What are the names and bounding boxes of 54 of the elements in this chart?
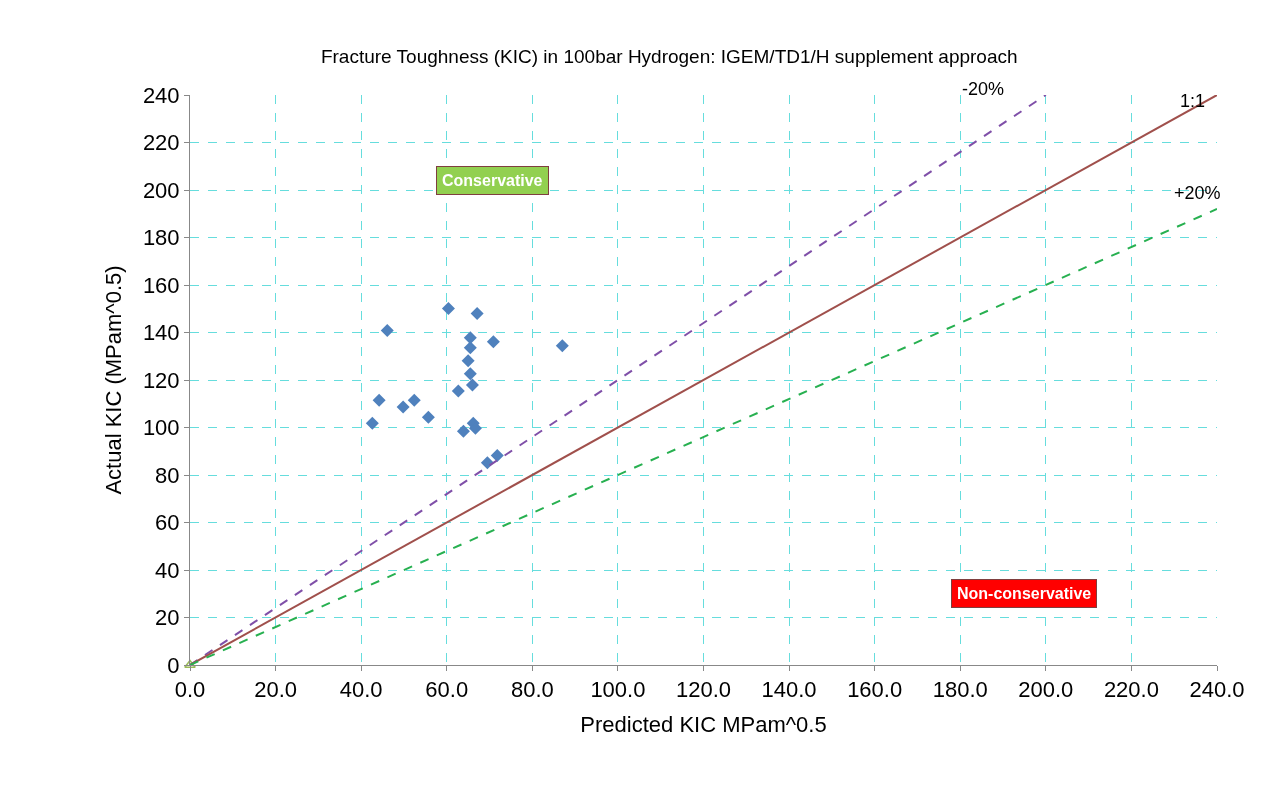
y-tick-label: 0 [167,652,180,678]
x-tick-label: 80.0 [510,677,554,703]
point [470,307,484,320]
series-label: +20% [1174,183,1221,203]
x-tick-label: 180.0 [932,677,988,703]
y-tick-label: 180 [142,225,180,251]
y-tick-label: 80 [155,462,180,488]
point [441,302,455,316]
point [407,393,421,407]
x-tick-label: 0.0 [174,677,206,703]
point [463,331,477,345]
point [465,378,479,392]
point [490,449,504,463]
point [365,416,379,430]
x-tick-label: 240.0 [1189,677,1245,703]
y-tick-label: 140 [142,320,180,346]
annotation: Non-conservative [957,585,1092,602]
x-tick-label: 220.0 [1103,677,1159,703]
y-tick-label: 220 [142,130,180,156]
point [396,400,410,414]
point [380,324,394,338]
x-axis-title: Predicted KIC MPam^0.5 [580,712,827,738]
y-tick-label: 120 [142,367,180,393]
point [421,410,435,424]
series-label: -20% [962,79,1005,99]
point [463,367,477,381]
x-tick-label: 40.0 [339,677,383,703]
y-tick-label: 240 [142,82,180,108]
y-tick-label: 40 [155,557,180,583]
y-tick-label: 200 [142,177,180,203]
chart-title: Fracture Toughness (KIC) in 100bar Hydrogen: IGEM/TD1/H supplement approach [320,46,1018,68]
series-label: 1:1 [1180,91,1206,111]
y-axis-title: Actual KIC (MPam^0.5) [100,265,126,495]
x-tick-label: 60.0 [425,677,469,703]
point [456,424,470,438]
x-tick-label: 140.0 [761,677,817,703]
point [480,456,494,470]
point [555,339,569,353]
point [461,354,475,368]
point [486,335,500,349]
y-tick-label: 60 [155,510,180,536]
annotation: Conservative [442,172,543,189]
y-tick-label: 100 [142,415,180,441]
y-tick-label: 20 [155,605,180,631]
x-tick-label: 160.0 [847,677,903,703]
point [184,659,196,668]
x-tick-label: 100.0 [590,677,646,703]
x-tick-label: 200.0 [1018,677,1074,703]
point [372,393,386,407]
point [463,341,477,355]
point [451,384,465,398]
y-tick-label: 160 [142,272,180,298]
x-tick-label: 120.0 [675,677,732,703]
x-tick-label: 20.0 [254,677,297,703]
